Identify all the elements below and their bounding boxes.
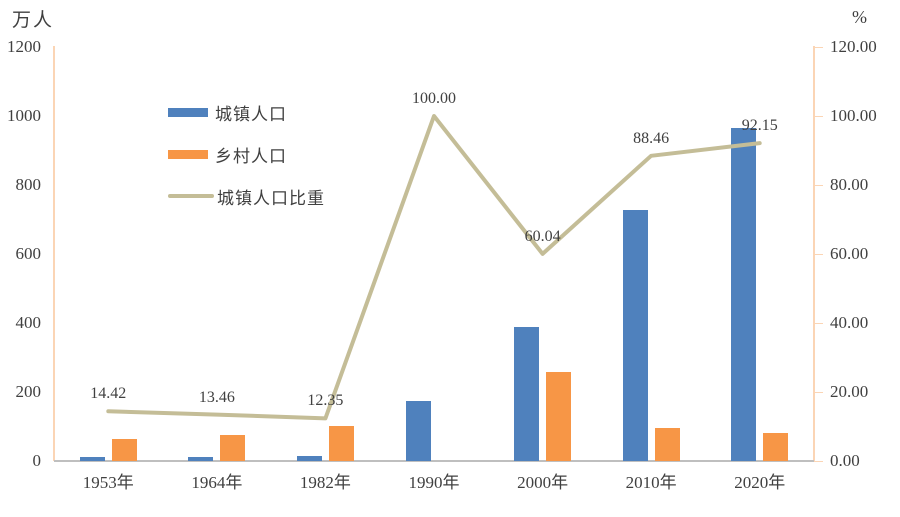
legend-label: 乡村人口 bbox=[215, 146, 287, 166]
right-axis-tick-60.00: 60.00 bbox=[830, 244, 869, 263]
x-axis-line bbox=[54, 460, 814, 462]
x-axis-label-2020年: 2020年 bbox=[734, 473, 786, 492]
right-axis-tick-80.00: 80.00 bbox=[830, 175, 869, 194]
x-axis-label-1982年: 1982年 bbox=[299, 473, 351, 492]
rural-population-bar-2020年 bbox=[763, 433, 789, 461]
right-axis-tickmark bbox=[814, 184, 823, 186]
right-axis-tickmark bbox=[814, 253, 823, 255]
urban-share-line-swatch bbox=[168, 194, 214, 198]
left-axis-tick-1200: 1200 bbox=[7, 37, 41, 56]
rural-population-bar-1964年 bbox=[220, 435, 246, 461]
urban-population-bar-1964年 bbox=[188, 457, 214, 461]
urban-share-value-label-2010年: 88.46 bbox=[633, 129, 670, 147]
left-axis-tick-600: 600 bbox=[15, 244, 42, 263]
x-axis-label-1964年: 1964年 bbox=[191, 473, 243, 492]
urban-population-bar-1982年 bbox=[296, 456, 322, 461]
right-axis-tickmark bbox=[814, 46, 823, 48]
urban-population-bar-2000年 bbox=[514, 327, 540, 461]
urban-share-value-label-2020年: 92.15 bbox=[741, 117, 778, 135]
right-axis-tickmark bbox=[814, 460, 823, 462]
legend-item-urban-share: 城镇人口比重 bbox=[168, 184, 325, 208]
right-axis-tick-0.00: 0.00 bbox=[830, 451, 860, 470]
urban-share-value-label-1990年: 100.00 bbox=[412, 90, 456, 107]
legend-item-urban-population: 城镇人口 bbox=[168, 100, 325, 124]
left-axis-tick-400: 400 bbox=[15, 313, 42, 332]
left-axis-unit-label: 万人 bbox=[12, 10, 55, 31]
legend: 城镇人口 乡村人口 城镇人口比重 bbox=[168, 100, 325, 226]
urban-population-bar-2020年 bbox=[731, 128, 757, 461]
x-axis-label-2010年: 2010年 bbox=[625, 473, 677, 492]
right-axis-tick-100.00: 100.00 bbox=[830, 106, 877, 125]
right-axis-tick-120.00: 120.00 bbox=[830, 37, 877, 56]
right-axis-tickmark bbox=[814, 115, 823, 117]
right-axis-line bbox=[813, 46, 815, 461]
left-axis-tick-800: 800 bbox=[15, 175, 42, 194]
urban-share-value-label-2000年: 60.04 bbox=[524, 227, 561, 245]
legend-label: 城镇人口比重 bbox=[217, 188, 325, 208]
left-axis-tick-0: 0 bbox=[32, 451, 42, 470]
urban-share-value-label-1964年: 13.46 bbox=[198, 388, 235, 406]
rural-population-bar-1982年 bbox=[328, 426, 354, 461]
urban-share-line bbox=[106, 114, 762, 421]
urban-population-bar-1953年 bbox=[79, 457, 105, 461]
right-axis-tickmark bbox=[814, 391, 823, 393]
rural-population-swatch bbox=[168, 149, 208, 159]
legend-label: 城镇人口 bbox=[215, 104, 287, 124]
rural-population-bar-1953年 bbox=[111, 439, 137, 461]
x-axis-label-2000年: 2000年 bbox=[517, 473, 569, 492]
legend-item-rural-population: 乡村人口 bbox=[168, 142, 325, 166]
left-axis-line bbox=[53, 46, 55, 461]
urban-share-value-label-1953年: 14.42 bbox=[90, 385, 127, 403]
urban-population-bar-2010年 bbox=[622, 210, 648, 461]
right-axis-unit-label: % bbox=[852, 7, 867, 27]
rural-population-bar-2010年 bbox=[654, 428, 680, 461]
urban-population-swatch bbox=[168, 107, 208, 117]
left-axis-tick-200: 200 bbox=[15, 382, 42, 401]
x-axis-label-1953年: 1953年 bbox=[82, 473, 134, 492]
right-axis-tickmark bbox=[814, 322, 823, 324]
right-axis-tick-20.00: 20.00 bbox=[830, 382, 869, 401]
urban-population-bar-1990年 bbox=[405, 401, 431, 461]
urban-share-value-label-1982年: 12.35 bbox=[307, 392, 344, 410]
right-axis-tick-40.00: 40.00 bbox=[830, 313, 869, 332]
plot-area: 14.42 13.46 12.35 100.00 60.04 88.46 92.15 bbox=[54, 47, 814, 461]
x-axis-label-1990年: 1990年 bbox=[408, 473, 460, 492]
left-axis-tick-1000: 1000 bbox=[7, 106, 41, 125]
rural-population-bar-2000年 bbox=[546, 372, 572, 461]
urban-share-polyline bbox=[106, 114, 762, 421]
